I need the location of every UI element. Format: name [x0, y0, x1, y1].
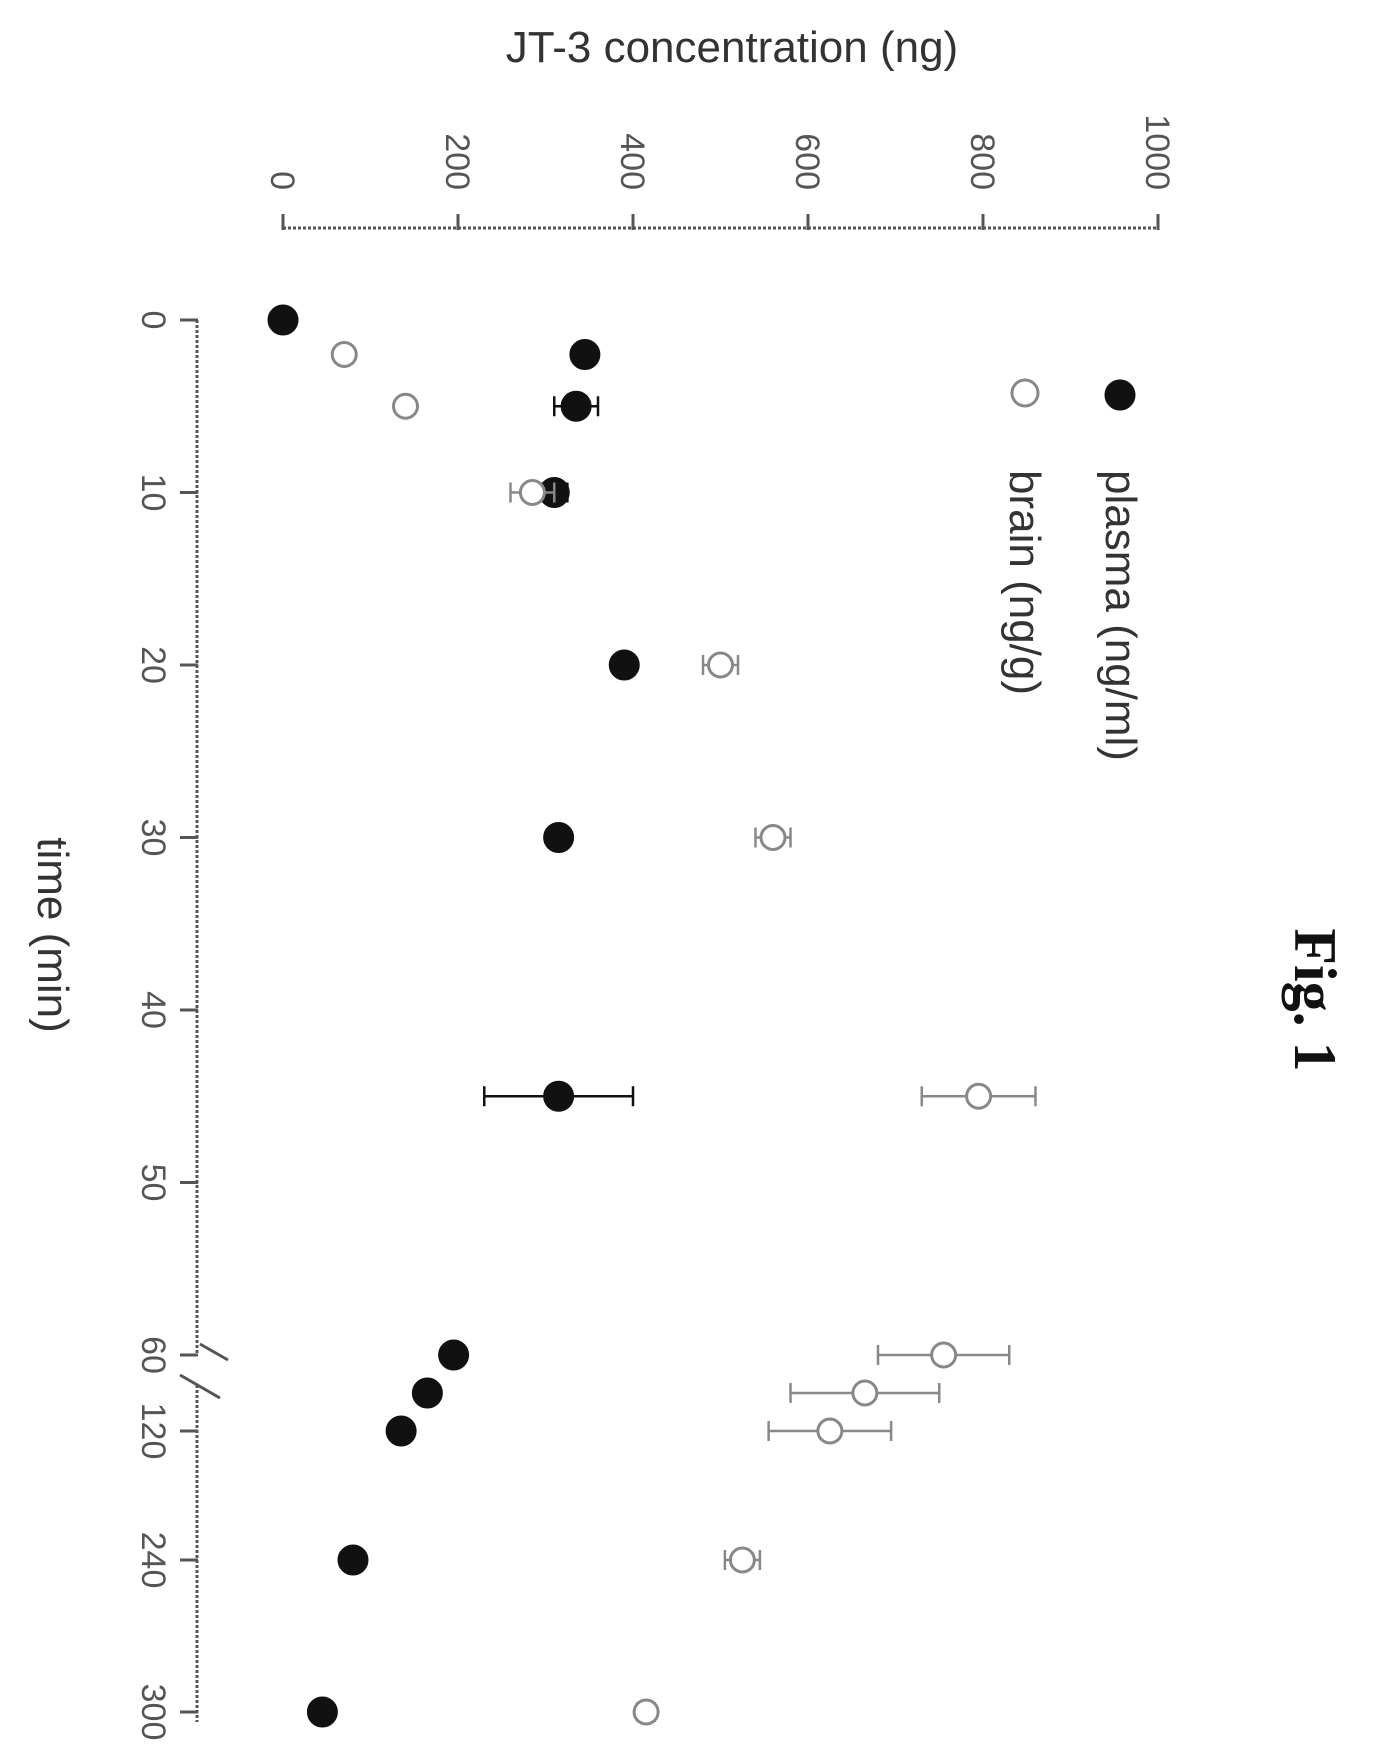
brain-point — [707, 651, 734, 679]
plasma-point — [608, 649, 640, 681]
x-tick-label: 60 — [134, 1336, 172, 1374]
plasma-point — [569, 339, 601, 370]
x-tick-label: 40 — [134, 991, 172, 1029]
brain-point — [330, 341, 358, 368]
x-axis-title: time (min) — [28, 837, 77, 1033]
y-tick-label: 800 — [963, 133, 1001, 190]
brain-point — [851, 1379, 879, 1407]
legend-brain-label: brain (ng/g) — [1000, 470, 1049, 695]
plasma-point — [267, 304, 299, 336]
x-tick-label: 120 — [134, 1403, 172, 1460]
x-tick-label: 50 — [134, 1164, 172, 1202]
plasma-point — [543, 822, 575, 853]
plasma-point — [337, 1544, 369, 1576]
x-tick-label: 240 — [134, 1532, 172, 1589]
x-tick-label: 10 — [134, 474, 172, 512]
plasma-point — [306, 1696, 338, 1728]
plasma-point — [411, 1377, 443, 1409]
x-tick-label: 0 — [134, 311, 172, 330]
plasma-point — [385, 1415, 417, 1447]
plasma-point — [438, 1339, 470, 1371]
y-tick-label: 0 — [263, 171, 301, 190]
brain-point — [816, 1417, 844, 1445]
x-tick-label: 20 — [134, 646, 172, 684]
legend-plasma-label: plasma (ng/ml) — [1096, 470, 1145, 761]
figure-label: Fig. 1 — [1282, 928, 1348, 1071]
y-tick-label: 400 — [613, 133, 651, 190]
brain-point — [392, 392, 419, 420]
brain-point — [518, 479, 546, 506]
x-axis-break-mark-1 — [199, 1342, 229, 1362]
brain-point — [930, 1341, 958, 1369]
x-tick-label: 300 — [134, 1684, 172, 1741]
y-tick-label: 200 — [438, 133, 476, 190]
brain-point — [632, 1698, 660, 1726]
brain-point — [759, 824, 787, 851]
x-tick-label: 30 — [134, 819, 172, 857]
plasma-point — [543, 1080, 575, 1112]
plasma-point — [560, 390, 592, 422]
legend: plasma (ng/ml) brain (ng/g) — [1000, 378, 1145, 761]
y-tick-label: 1000 — [1138, 114, 1176, 190]
data-marks — [267, 304, 1037, 1728]
y-axis-ticks: 0 200 400 600 800 1000 — [263, 114, 1176, 230]
legend-brain-marker — [1010, 378, 1040, 408]
x-axis-ticks: 0 10 20 30 40 50 60 120 240 300 — [134, 311, 198, 1741]
x-axis-break-mark-2 — [179, 1373, 221, 1400]
y-axis-title: JT-3 concentration (ng) — [506, 23, 958, 72]
legend-plasma-marker — [1104, 379, 1136, 411]
y-tick-label: 600 — [788, 133, 826, 190]
brain-point — [965, 1082, 993, 1110]
brain-point — [728, 1546, 756, 1574]
